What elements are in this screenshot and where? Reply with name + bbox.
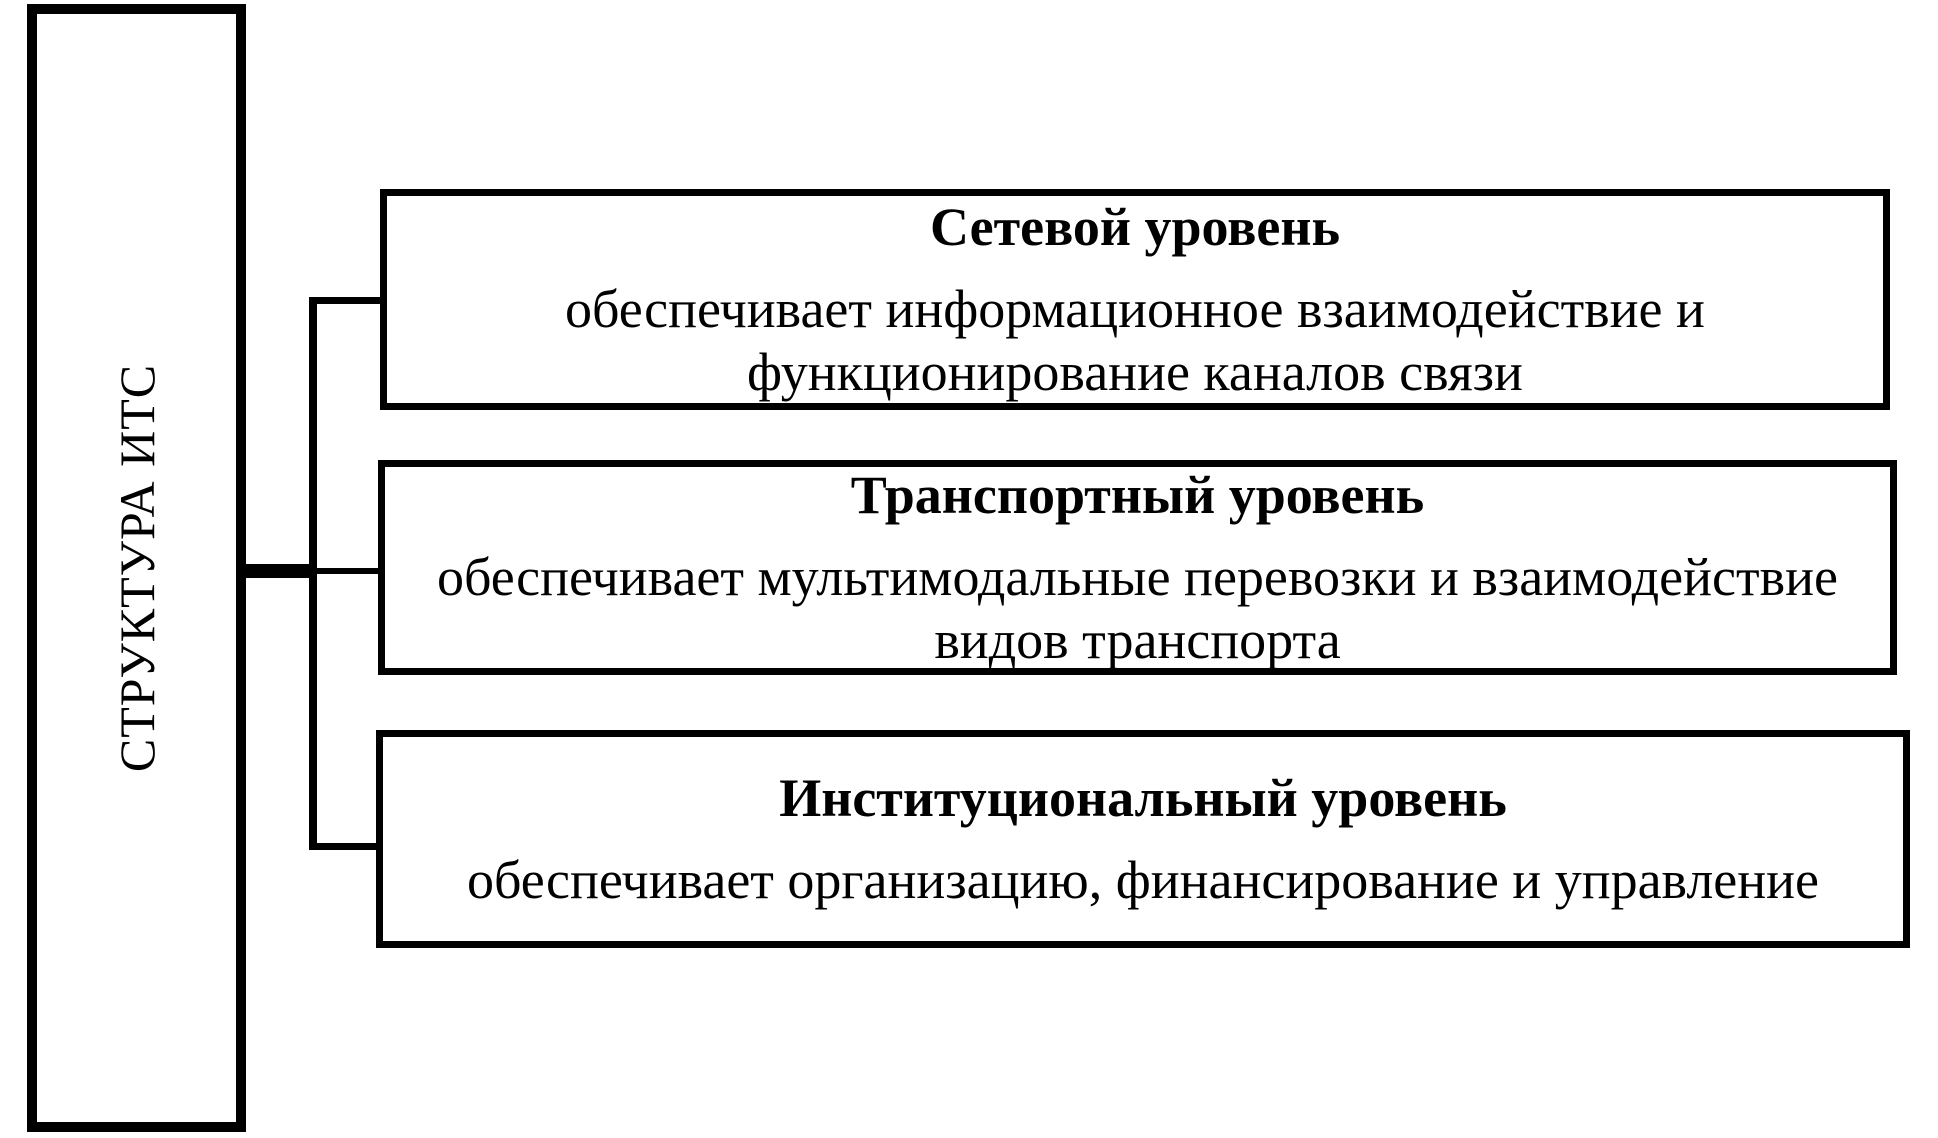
level-box-transport: Транспортный уровень обеспечивает мульти…	[378, 460, 1897, 675]
level-box-institutional: Институциональный уровень обеспечивает о…	[376, 730, 1910, 948]
connector-branch-top-line	[315, 297, 383, 304]
level-description-transport: обеспечивает мультимодальные перевозки и…	[437, 547, 1838, 670]
structure-root-box: СТРУКТУРА ИТС	[27, 4, 246, 1132]
level-box-network: Сетевой уровень обеспечивает информацион…	[380, 189, 1890, 410]
connector-trunk-stub-line	[242, 564, 316, 578]
level-description-network: обеспечивает информационное взаимодейств…	[565, 279, 1705, 402]
connector-vertical-line	[309, 297, 317, 850]
level-title-network: Сетевой уровень	[929, 197, 1340, 258]
structure-root-label: СТРУКТУРА ИТС	[108, 363, 165, 773]
connector-branch-bottom-line	[315, 843, 383, 850]
level-title-institutional: Институциональный уровень	[779, 767, 1507, 828]
level-title-transport: Транспортный уровень	[850, 465, 1425, 526]
connector-branch-middle-line	[315, 568, 381, 574]
level-description-institutional: обеспечивает организацию, финансирование…	[466, 850, 1820, 910]
